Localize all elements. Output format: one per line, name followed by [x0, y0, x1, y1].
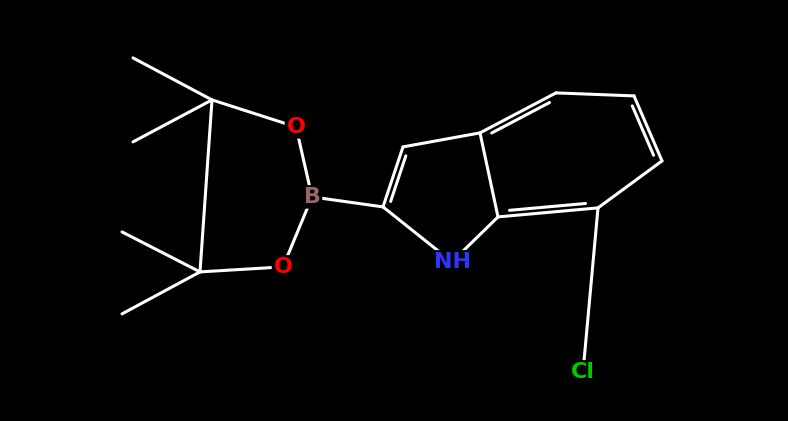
Text: B: B	[303, 187, 321, 207]
Text: O: O	[287, 117, 306, 137]
Text: O: O	[273, 257, 292, 277]
Text: NH: NH	[433, 252, 470, 272]
Text: Cl: Cl	[571, 362, 595, 382]
